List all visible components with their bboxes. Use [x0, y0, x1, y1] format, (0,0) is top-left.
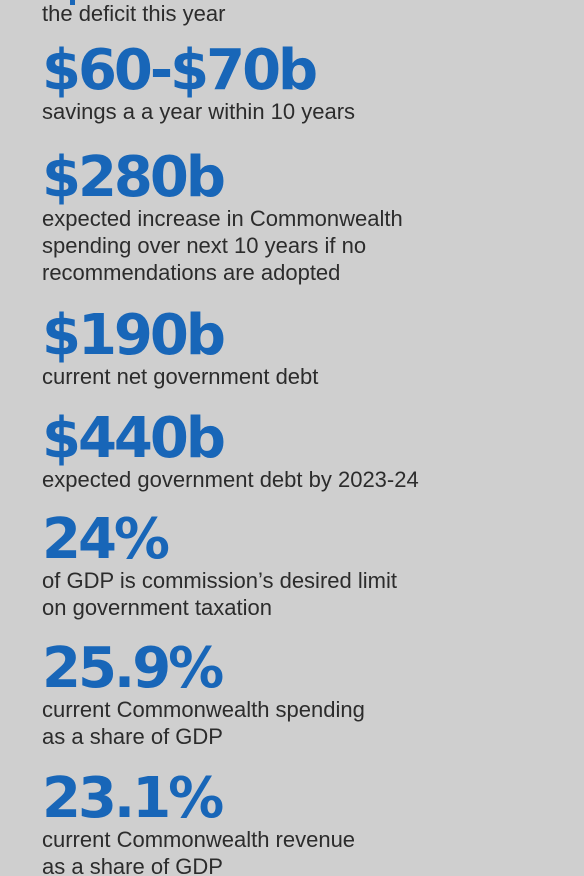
stat-block-spending-increase: $280b expected increase in Commonwealth …	[42, 145, 562, 286]
stat-value: $280b	[42, 145, 226, 210]
intro-text: the deficit this year	[42, 1, 226, 26]
stat-value: 23.1%	[42, 766, 224, 831]
stat-block-expected-debt: $440b expected government debt by 2023-2…	[42, 406, 562, 493]
cut-off-number-fragment	[70, 0, 75, 5]
stat-block-savings: $60-$70b savings a a year within 10 year…	[42, 38, 562, 125]
stat-description: current Commonwealth spending as a share…	[42, 697, 365, 749]
stat-value: 25.9%	[42, 636, 224, 701]
stat-block-tax-limit: 24% of GDP is commission’s desired limit…	[42, 507, 562, 621]
stat-value: $60-$70b	[42, 38, 318, 103]
stat-description: current Commonwealth revenue as a share …	[42, 827, 356, 876]
stat-value: $190b	[42, 303, 226, 368]
stat-block-spending-share: 25.9% current Commonwealth spending as a…	[42, 636, 562, 750]
stat-block-revenue-share: 23.1% current Commonwealth revenue as a …	[42, 766, 562, 876]
stat-block-net-debt: $190b current net government debt	[42, 303, 562, 390]
stat-description: current net government debt	[42, 364, 319, 389]
stat-description: expected increase in Commonwealth spendi…	[42, 206, 403, 285]
stat-description: expected government debt by 2023-24	[42, 467, 419, 492]
stat-value: 24%	[42, 507, 170, 572]
stat-description: of GDP is commission’s desired limit on …	[42, 568, 397, 620]
stat-value: $440b	[42, 406, 226, 471]
stat-description: savings a a year within 10 years	[42, 99, 356, 124]
